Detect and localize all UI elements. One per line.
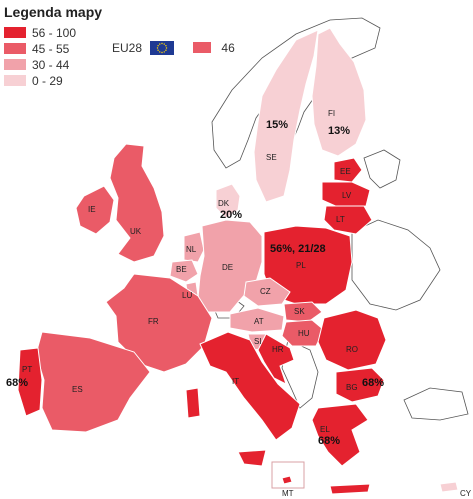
code-hu: HU xyxy=(298,329,310,338)
code-es: ES xyxy=(72,385,83,394)
country-it xyxy=(199,331,301,441)
country-nl xyxy=(183,231,205,263)
country-lt xyxy=(323,205,373,235)
country-fr xyxy=(105,273,213,373)
legend-label: 0 - 29 xyxy=(32,73,63,88)
code-fi: FI xyxy=(328,109,335,118)
eu-flag-star xyxy=(165,44,168,47)
legend-label: 45 - 55 xyxy=(32,41,70,56)
country-ro xyxy=(317,309,387,371)
legend-swatch xyxy=(4,75,26,87)
country-el-crete xyxy=(329,483,371,495)
eu28-label: EU28 xyxy=(112,40,143,55)
code-ie: IE xyxy=(88,205,96,214)
code-de: DE xyxy=(222,263,233,272)
code-uk: UK xyxy=(130,227,142,236)
country-uk xyxy=(109,143,165,263)
country-cy xyxy=(439,481,459,493)
eu-flag-star xyxy=(157,47,159,49)
eu-flag-star xyxy=(157,49,160,51)
country-sk xyxy=(283,301,323,323)
code-cz: CZ xyxy=(260,287,271,296)
annotations: 15% 13% 20% 56%, 21/28 68% 68% 68% xyxy=(6,119,384,447)
code-se: SE xyxy=(266,153,277,162)
legend-item: 0 - 29 xyxy=(4,72,63,88)
code-at: AT xyxy=(254,317,264,326)
country-be xyxy=(169,259,199,283)
country-lv xyxy=(321,181,371,209)
eu-flag-star xyxy=(166,47,168,49)
code-pt: PT xyxy=(22,365,32,374)
legend-label: 30 - 44 xyxy=(32,57,70,72)
code-cy: CY xyxy=(460,489,472,498)
country-it-sicily xyxy=(237,449,267,467)
eu-flag-star xyxy=(164,43,166,45)
legend-label: 56 - 100 xyxy=(32,25,77,40)
country-se xyxy=(253,29,319,203)
code-it: IT xyxy=(232,377,239,386)
country-mt xyxy=(281,475,293,485)
eu28-reference: EU28 46 xyxy=(112,39,235,57)
country-dk xyxy=(215,183,241,219)
code-hr: HR xyxy=(272,345,284,354)
country-hu xyxy=(281,319,325,347)
annotation-el: 68% xyxy=(318,435,340,447)
eu-flag-star xyxy=(159,50,161,53)
annotation-dk: 20% xyxy=(220,209,242,221)
country-pt xyxy=(17,347,43,417)
country-bg xyxy=(335,367,385,403)
country-fi xyxy=(311,27,367,157)
country-cz xyxy=(243,277,291,307)
code-ee: EE xyxy=(340,167,351,176)
code-pl: PL xyxy=(296,261,306,270)
code-el: EL xyxy=(320,425,330,434)
eu-flag-star xyxy=(161,51,164,53)
legend-title: Legenda mapy xyxy=(4,4,103,20)
code-nl: NL xyxy=(186,245,197,254)
eu28-value: 46 xyxy=(221,40,235,55)
code-fr: FR xyxy=(148,317,159,326)
legend-swatch xyxy=(4,43,26,55)
legend-item: 56 - 100 xyxy=(4,24,76,40)
code-lv: LV xyxy=(342,191,352,200)
country-es xyxy=(35,331,151,433)
annotation-pl: 56%, 21/28 xyxy=(270,243,326,255)
annotation-fi: 13% xyxy=(328,125,350,137)
legend-item: 30 - 44 xyxy=(4,56,69,72)
code-dk: DK xyxy=(218,199,230,208)
legend-swatch xyxy=(4,59,26,71)
country-ie xyxy=(75,185,115,235)
code-sk: SK xyxy=(294,307,305,316)
code-lt: LT xyxy=(336,215,345,224)
country-el xyxy=(311,403,369,467)
country-hr xyxy=(257,333,295,385)
country-ee xyxy=(333,157,363,183)
legend-swatch xyxy=(4,27,26,39)
country-codes: FI SE EE LV LT DK IE UK NL BE LU DE PL C… xyxy=(22,109,472,498)
code-ro: RO xyxy=(346,345,358,354)
annotation-pt: 68% xyxy=(6,377,28,389)
code-bg: BG xyxy=(346,383,358,392)
legend-item: 45 - 55 xyxy=(4,40,69,56)
country-at xyxy=(229,307,285,333)
country-it-sardinia xyxy=(185,387,201,419)
malta-inset-box xyxy=(271,461,305,489)
eu-flag-icon xyxy=(150,40,175,55)
code-lu: LU xyxy=(182,291,192,300)
eu-flag-star xyxy=(157,44,160,47)
code-be: BE xyxy=(176,265,187,274)
eu-flag-star xyxy=(161,42,164,44)
annotation-se: 15% xyxy=(266,119,288,131)
eu-flag-star xyxy=(164,50,166,53)
eu-flag-star xyxy=(165,49,168,51)
code-si: SI xyxy=(254,337,262,346)
eu28-swatch xyxy=(192,42,211,54)
annotation-bg: 68% xyxy=(362,377,384,389)
eu-countries xyxy=(17,27,459,495)
eu-flag-star xyxy=(159,43,161,45)
code-mt: MT xyxy=(282,489,294,498)
